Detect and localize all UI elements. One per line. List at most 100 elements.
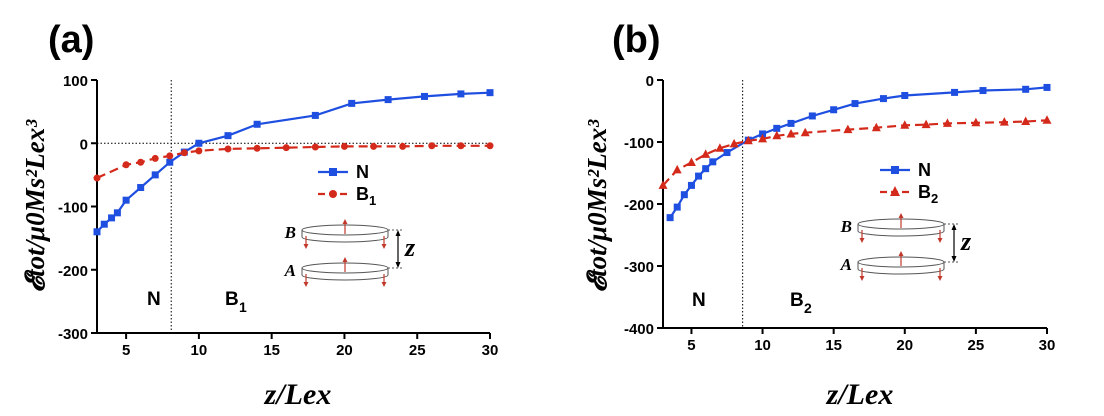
panel-b-point-N bbox=[673, 203, 681, 211]
panel-a-disk-arrow-head bbox=[303, 282, 309, 287]
panel-a-point-B1 bbox=[370, 142, 378, 150]
panel-a: (a) 𝓔tot/μ0Ms²Lex³ z/Lex -300 -200 -100 0 10… bbox=[20, 19, 498, 411]
panel-b-point-N bbox=[680, 191, 688, 199]
panel-b-point-N bbox=[709, 158, 717, 166]
panel-b-point-N bbox=[687, 181, 695, 189]
panel-b: (b) 𝓔tot/μ0Ms²Lex³ z/Lex -400 -300 -200 -10… bbox=[582, 19, 1055, 411]
panel-b-disk-arrow-head bbox=[859, 238, 865, 243]
panel-b-gap-arrow-head bbox=[951, 256, 957, 262]
panel-b-legend-marker-B2 bbox=[890, 186, 900, 196]
panel-a-point-B1 bbox=[195, 147, 203, 155]
panel-b-point-B2 bbox=[715, 143, 725, 152]
panel-b-region-label-right: B bbox=[790, 290, 804, 311]
panel-b-point-B2 bbox=[1042, 115, 1052, 124]
panel-b-x-tick-label: 30 bbox=[1039, 337, 1056, 354]
panel-a-point-B1 bbox=[282, 144, 290, 152]
panel-b-point-N bbox=[695, 172, 703, 180]
panel-b-point-B2 bbox=[800, 127, 810, 137]
panel-a-y-tick-label: 100 bbox=[63, 73, 88, 90]
panel-b-label: (b) bbox=[612, 19, 661, 61]
panel-b-x-tick-label: 20 bbox=[896, 337, 913, 354]
panel-b-y-tick-label: -100 bbox=[624, 135, 654, 152]
panel-a-point-N bbox=[195, 139, 203, 147]
panel-a-x-tick-label: 25 bbox=[409, 342, 426, 359]
panel-a-point-B1 bbox=[93, 174, 101, 182]
panel-a-label: (a) bbox=[48, 19, 94, 61]
panel-a-region-label-right: B bbox=[225, 289, 239, 310]
panel-a-point-B1 bbox=[486, 142, 494, 150]
panel-b-point-B2 bbox=[786, 128, 796, 138]
panel-b-series-line-B2 bbox=[662, 119, 1048, 187]
panel-b-disk-label: A bbox=[840, 255, 852, 274]
panel-b-point-N bbox=[666, 214, 674, 222]
panel-b-disk-arrow-head bbox=[937, 276, 943, 281]
panel-b-region-label-left: N bbox=[692, 290, 706, 311]
panel-a-point-B1 bbox=[340, 142, 348, 150]
panel-a-point-B1 bbox=[166, 152, 174, 160]
panel-b-point-B2 bbox=[672, 164, 682, 174]
panel-a-disk-label: B bbox=[284, 223, 296, 242]
panel-b-gap-label: z bbox=[960, 227, 972, 256]
panel-b-point-N bbox=[787, 119, 795, 127]
panel-b-x-tick-label: 5 bbox=[687, 337, 695, 354]
panel-a-disk-arrow-head bbox=[342, 257, 348, 262]
panel-b-disk-arrow-head bbox=[859, 276, 865, 281]
panel-a-disk-arrow-head bbox=[342, 219, 348, 224]
panel-a-point-B1 bbox=[180, 149, 188, 157]
panel-b-point-N bbox=[1043, 83, 1051, 91]
panel-a-point-B1 bbox=[457, 142, 465, 150]
panel-a-legend-marker-N bbox=[329, 168, 337, 176]
panel-b-disk-arrow-head bbox=[898, 213, 904, 218]
panel-b-point-B2 bbox=[729, 138, 739, 148]
panel-a-series-line-N bbox=[96, 91, 491, 233]
panel-a-disk-label: A bbox=[284, 261, 296, 280]
panel-b-point-B2 bbox=[900, 120, 910, 129]
panel-b-disk-arrow-head bbox=[898, 251, 904, 256]
panel-b-point-B2 bbox=[843, 124, 853, 134]
panel-a-xlabel: z/Lex bbox=[264, 378, 332, 411]
panel-b-legend-label-B2: B bbox=[918, 182, 931, 202]
panel-b-point-N bbox=[702, 165, 710, 173]
panel-b-point-N bbox=[773, 124, 781, 132]
panel-b-point-B2 bbox=[999, 117, 1009, 126]
panel-a-point-B1 bbox=[311, 143, 319, 151]
panel-a-gap-arrow-head bbox=[395, 230, 401, 236]
panel-a-y-tick-label: -100 bbox=[58, 200, 88, 217]
panel-a-point-N bbox=[113, 209, 121, 217]
panel-b-point-N bbox=[879, 95, 887, 103]
panel-a-point-B1 bbox=[122, 161, 130, 169]
panel-b-point-B2 bbox=[772, 130, 782, 140]
panel-b-point-N bbox=[1022, 85, 1030, 93]
panel-a-point-N bbox=[151, 171, 159, 179]
panel-b-region-label-right-sub: 2 bbox=[804, 300, 812, 316]
panel-b-point-N bbox=[901, 92, 909, 99]
panel-b-point-B2 bbox=[743, 135, 753, 145]
panel-a-legend-marker-B1 bbox=[329, 190, 337, 198]
panel-a-x-tick-label: 15 bbox=[263, 342, 280, 359]
panel-b-point-B2 bbox=[871, 122, 881, 132]
panel-a-point-N bbox=[421, 92, 428, 100]
panel-a-legend-label-B1: B bbox=[356, 184, 369, 204]
panel-b-point-N bbox=[723, 149, 731, 157]
panel-b-legend-label-N: N bbox=[918, 160, 931, 180]
panel-b-point-B2 bbox=[686, 157, 696, 166]
panel-b-legend-marker-N bbox=[891, 166, 899, 174]
panel-b-point-B2 bbox=[658, 180, 668, 189]
panel-b-point-N bbox=[808, 112, 816, 120]
panel-a-x-tick-label: 10 bbox=[191, 342, 208, 359]
panel-a-x-tick-label: 5 bbox=[122, 342, 130, 359]
panel-b-ylabel: 𝓔tot/μ0Ms²Lex³ bbox=[582, 119, 612, 293]
panel-a-y-tick-label: -300 bbox=[58, 326, 88, 343]
panel-b-disk-arrow-head bbox=[937, 238, 943, 243]
panel-b-point-N bbox=[851, 100, 859, 108]
panel-a-point-B1 bbox=[151, 154, 159, 162]
panel-a-point-N bbox=[100, 220, 108, 228]
panel-a-point-N bbox=[311, 111, 319, 119]
panel-a-point-N bbox=[122, 196, 130, 204]
panel-b-x-tick-label: 10 bbox=[754, 337, 771, 354]
panel-a-disk-arrow-head bbox=[381, 282, 387, 287]
panel-b-point-N bbox=[951, 88, 959, 96]
panel-a-point-B1 bbox=[137, 158, 145, 166]
